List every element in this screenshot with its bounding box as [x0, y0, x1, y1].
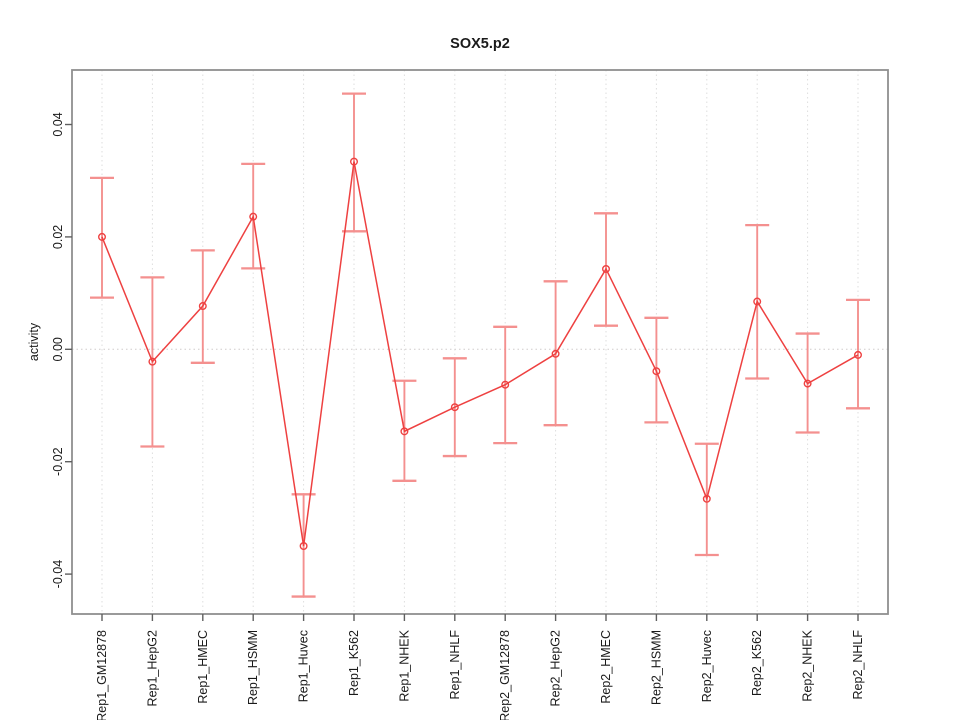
data-point — [753, 297, 762, 306]
x-axis-tick-label: Rep2_HepG2 — [549, 630, 563, 706]
y-axis-title: activity — [27, 322, 41, 361]
x-axis-tick-label: Rep2_Huvec — [700, 630, 714, 702]
y-axis-tick-label: 0.04 — [51, 112, 65, 136]
data-point — [350, 157, 359, 166]
x-axis-tick-label: Rep1_HMEC — [196, 630, 210, 704]
data-point — [803, 379, 812, 388]
y-axis-tick-label: -0.02 — [51, 447, 65, 476]
x-axis-tick-label: Rep1_NHLF — [448, 630, 462, 700]
axis-layer: -0.04 -0.02 0.00 0.02 0.04 Rep1_GM12878 Rep1_H… — [51, 112, 865, 720]
data-point — [400, 427, 409, 436]
y-axis-tick-label: 0.00 — [51, 337, 65, 361]
x-axis-tick-label: Rep2_NHLF — [851, 630, 865, 700]
y-axis-tick-label: 0.02 — [51, 225, 65, 249]
x-axis-tick-label: Rep2_NHEK — [801, 629, 815, 701]
x-axis-tick-label: Rep2_GM12878 — [498, 630, 512, 720]
chart-title: SOX5.p2 — [450, 36, 510, 52]
series-line — [101, 161, 859, 547]
x-axis-tick-label: Rep2_HMEC — [599, 630, 613, 704]
data-point — [450, 403, 459, 412]
data-point — [501, 380, 510, 389]
x-axis-tick-label: Rep1_K562 — [347, 630, 361, 696]
plot-border — [71, 69, 889, 615]
data-point — [97, 232, 106, 241]
y-axis-tick-label: -0.04 — [51, 560, 65, 589]
x-axis-tick-label: Rep1_HSMM — [246, 630, 260, 705]
data-point — [652, 367, 661, 376]
x-axis-tick-label: Rep2_K562 — [750, 630, 764, 696]
data-point — [702, 494, 711, 503]
data-point — [198, 302, 207, 311]
data-point — [602, 264, 611, 273]
x-axis-tick-label: Rep1_HepG2 — [145, 630, 159, 706]
x-axis-tick-label: Rep1_Huvec — [297, 630, 311, 702]
x-axis-tick-label: Rep1_GM12878 — [95, 630, 109, 720]
error-bar — [846, 298, 870, 410]
data-point — [854, 350, 863, 359]
grid-layer — [72, 70, 888, 614]
data-point — [148, 357, 157, 366]
data-point — [551, 349, 560, 358]
data-point — [249, 212, 258, 221]
data-point — [299, 542, 308, 551]
series-layer — [90, 92, 870, 598]
x-axis-tick-label: Rep2_HSMM — [649, 630, 663, 705]
x-axis-tick-label: Rep1_NHEK — [397, 629, 411, 701]
